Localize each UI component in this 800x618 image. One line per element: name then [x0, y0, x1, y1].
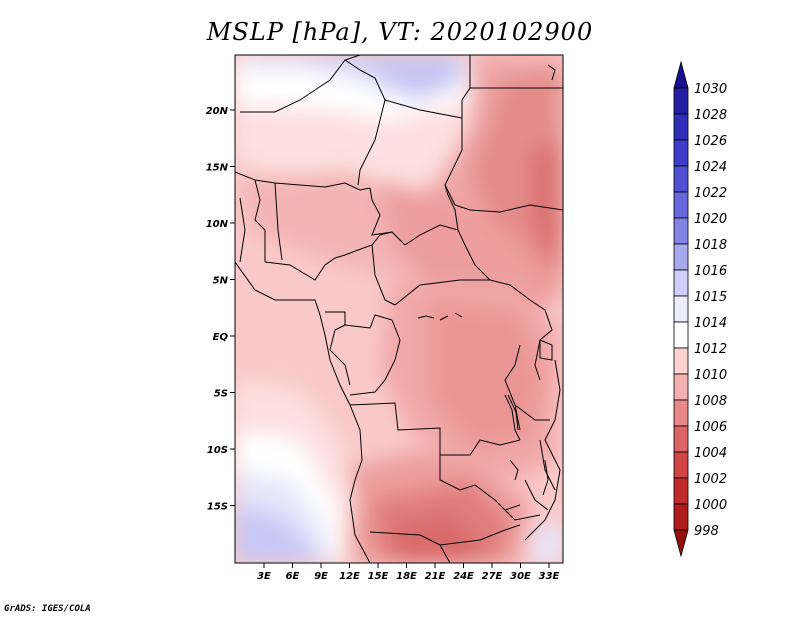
lon-tick-label: 21E [425, 571, 446, 582]
lon-tick-label: 27E [482, 571, 503, 582]
colorbar-label: 1018 [694, 238, 727, 253]
country-borders [235, 55, 563, 563]
lon-tick-label: 12E [339, 571, 360, 582]
colorbar-swatch [673, 243, 689, 271]
colorbar-label: 1004 [694, 446, 727, 461]
colorbar-label: 1008 [694, 394, 727, 409]
colorbar-label: 1026 [694, 134, 727, 149]
map-title: MSLP [hPa], VT: 2020102900 [206, 18, 594, 46]
lon-tick-label: 3E [257, 571, 271, 582]
colorbar-label: 1002 [694, 472, 727, 487]
colorbar-label: 1014 [694, 316, 727, 331]
colorbar-label: 1020 [694, 212, 727, 227]
colorbar-swatch [673, 477, 689, 505]
lat-tick-label: 10N [206, 219, 229, 230]
colorbar-swatch [673, 451, 689, 479]
colorbar-label: 1010 [694, 368, 727, 383]
colorbar-swatch [673, 113, 689, 141]
lat-tick-label: 20N [206, 106, 229, 117]
lat-tick-label: 15S [207, 502, 228, 513]
colorbar-label: 1022 [694, 186, 727, 201]
colorbar-label: 1000 [694, 498, 727, 513]
lon-tick-label: 33E [539, 571, 560, 582]
longitude-axis: 3E 6E 9E 12E 15E 18E 21E 24E 27E 30E 33E [257, 563, 560, 582]
colorbar-swatch [673, 217, 689, 245]
lat-tick-label: 5N [213, 276, 229, 287]
colorbar-swatch [673, 191, 689, 219]
lon-tick-label: 24E [453, 571, 474, 582]
colorbar-label: 998 [694, 524, 719, 539]
lat-tick-label: 10S [207, 445, 228, 456]
grads-credit: GrADS: IGES/COLA [4, 604, 91, 614]
colorbar-swatch [673, 269, 689, 297]
colorbar-swatch [673, 347, 689, 375]
pressure-field [235, 55, 563, 563]
lat-tick-label: EQ [213, 332, 229, 343]
colorbar-swatch [673, 373, 689, 401]
colorbar-label: 1016 [694, 264, 727, 279]
colorbar: 1030 1028 1026 1024 1022 1020 1018 1016 1015 1014… [673, 60, 727, 558]
colorbar-swatch [673, 503, 689, 531]
lon-tick-label: 9E [314, 571, 328, 582]
colorbar-label: 1012 [694, 342, 727, 357]
colorbar-swatch [673, 399, 689, 427]
colorbar-label: 1028 [694, 108, 727, 123]
lon-tick-label: 6E [286, 571, 300, 582]
colorbar-label: 1030 [694, 82, 727, 97]
colorbar-top-arrow [673, 60, 689, 89]
lat-tick-label: 15N [206, 163, 229, 174]
lon-tick-label: 15E [368, 571, 389, 582]
colorbar-swatch [673, 139, 689, 167]
colorbar-label: 1006 [694, 420, 727, 435]
lon-tick-label: 18E [396, 571, 417, 582]
colorbar-bottom-arrow [673, 529, 689, 558]
lat-tick-label: 5S [214, 389, 228, 400]
colorbar-swatch [673, 321, 689, 349]
colorbar-swatch [673, 165, 689, 193]
latitude-axis: 20N 15N 10N 5N EQ 5S 10S 15S [206, 106, 235, 513]
colorbar-label: 1024 [694, 160, 727, 175]
colorbar-swatch [673, 295, 689, 323]
colorbar-swatch [673, 87, 689, 115]
map-frame [234, 54, 564, 564]
lon-tick-label: 30E [510, 571, 531, 582]
colorbar-swatch [673, 425, 689, 453]
colorbar-label: 1015 [694, 290, 727, 305]
